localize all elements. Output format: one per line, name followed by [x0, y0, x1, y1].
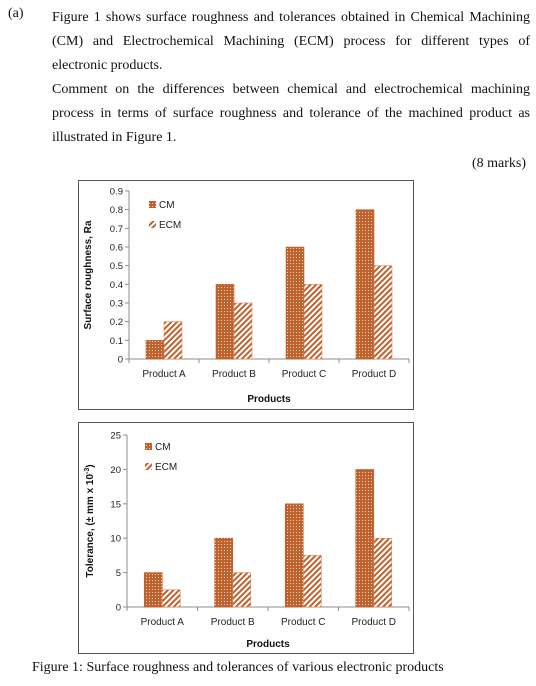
bar-cm-product-c: [284, 503, 304, 608]
x-tick-label: Product B: [211, 617, 255, 628]
bar-ecm-product-d: [373, 537, 393, 608]
x-tick-label: Product C: [281, 617, 325, 628]
bar-ecm-product-a: [163, 321, 183, 360]
surface-roughness-chart: 0 0.1 0.2 0.3 0.4 0.5 0.6 0.7 0.8 0.9 Product A Pro…: [78, 180, 414, 410]
bar-cm-product-a: [145, 340, 165, 360]
y-tick-label: 0.5: [110, 261, 123, 272]
tolerance-chart: 0 5 10 15 20 25 Product A Product B Product C Pro…: [78, 422, 414, 654]
y-tick-label: 0.1: [110, 336, 123, 347]
question-paragraph-1: Figure 1 shows surface roughness and tol…: [52, 10, 530, 73]
legend-label-ecm: ECM: [155, 462, 177, 473]
bar-cm-product-c: [285, 246, 305, 360]
y-tick-label: 20: [110, 465, 121, 476]
y-tick-label: 0: [116, 603, 121, 614]
x-axis-title: Products: [247, 394, 291, 405]
legend-label-cm: CM: [159, 200, 175, 211]
question-label: (a): [8, 6, 24, 21]
marks-label: (8 marks): [471, 156, 526, 171]
bar-cm-product-a: [143, 572, 163, 608]
bar-ecm-product-b: [232, 572, 252, 608]
figure-caption: Figure 1: Surface roughness and toleranc…: [32, 660, 444, 675]
legend-swatch-cm: [149, 201, 156, 208]
question-text: Figure 1 shows surface roughness and tol…: [52, 6, 530, 150]
surface-roughness-chart-svg: 0 0.1 0.2 0.3 0.4 0.5 0.6 0.7 0.8 0.9 Product A Pro…: [83, 187, 410, 405]
question-paragraph-2: Comment on the differences between chemi…: [52, 82, 530, 145]
x-tick-label: Product B: [212, 369, 256, 380]
x-tick-label: Product A: [142, 369, 186, 380]
y-tick-label: 0.6: [110, 243, 123, 254]
bar-ecm-product-d: [373, 265, 393, 360]
x-tick-label: Product D: [352, 369, 396, 380]
y-tick-label: 0.9: [110, 187, 123, 198]
legend-swatch-cm: [145, 443, 152, 450]
bar-ecm-product-c: [302, 555, 322, 608]
bar-cm-product-d: [355, 469, 375, 608]
x-tick-label: Product D: [352, 617, 396, 628]
y-tick-label: 25: [110, 431, 121, 442]
legend-swatch-ecm: [145, 463, 152, 470]
y-tick-label: 0.2: [110, 317, 123, 328]
x-tick-label: Product A: [141, 617, 185, 628]
bar-ecm-product-a: [161, 589, 181, 608]
y-tick-label: 0: [118, 355, 123, 366]
y-axis-title: Tolerance, (± mm x 10-3): [84, 464, 96, 577]
y-tick-label: 5: [116, 568, 121, 579]
y-tick-label: 15: [110, 499, 121, 510]
y-tick-label: 0.3: [110, 299, 123, 310]
legend-label-cm: CM: [155, 442, 171, 453]
bar-ecm-product-b: [233, 302, 253, 360]
y-axis-title: Surface roughness, Ra: [83, 220, 94, 329]
bar-cm-product-b: [215, 284, 235, 360]
legend-label-ecm: ECM: [159, 220, 181, 231]
bar-cm-product-b: [214, 537, 234, 608]
y-tick-label: 10: [110, 534, 121, 545]
x-tick-label: Product C: [282, 369, 326, 380]
y-tick-label: 0.4: [110, 280, 123, 291]
y-tick-label: 0.7: [110, 224, 123, 235]
tolerance-chart-svg: 0 5 10 15 20 25 Product A Product B Product C Pro…: [84, 431, 410, 650]
bar-cm-product-d: [355, 209, 375, 360]
y-tick-label: 0.8: [110, 205, 123, 216]
legend-swatch-ecm: [149, 221, 156, 228]
bar-ecm-product-c: [303, 284, 323, 360]
x-axis-title: Products: [246, 639, 290, 650]
